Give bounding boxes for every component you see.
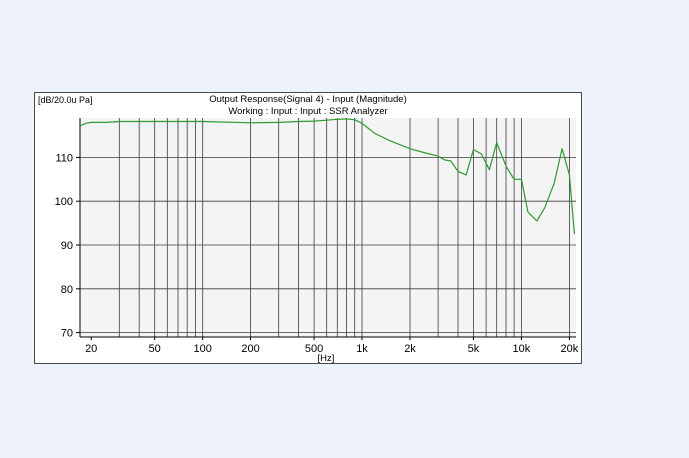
chart-title: Output Response(Signal 4) - Input (Magni…	[209, 94, 407, 105]
x-tick-label: 200	[241, 343, 259, 355]
x-tick-label: 2k	[404, 343, 416, 355]
x-tick-label: 1k	[356, 343, 368, 355]
series-line	[79, 118, 575, 235]
y-tick-label: 110	[55, 152, 73, 164]
x-tick-label: 500	[305, 343, 323, 355]
y-tick-label: 90	[61, 240, 73, 252]
y-tick-label: 70	[61, 328, 73, 340]
chart-panel: [dB/20.0u Pa] Output Response(Signal 4) …	[34, 92, 582, 364]
x-tick-label: 50	[149, 343, 161, 355]
x-tick-label: 100	[194, 343, 212, 355]
y-tick-label: 80	[61, 284, 73, 296]
plot-area: 70 80 90 100 110 20 50 100 200 500 1k 2k 5k 10k 20k [Hz…	[55, 118, 579, 364]
y-unit-label: [dB/20.0u Pa]	[38, 95, 93, 105]
chart-subtitle: Working : Input : Input : SSR Analyzer	[228, 106, 388, 117]
x-tick-label: 10k	[513, 343, 531, 355]
x-tick-label: 5k	[468, 343, 480, 355]
x-axis-label: [Hz]	[318, 353, 335, 364]
y-tick-label: 100	[55, 196, 73, 208]
x-tick-label: 20	[85, 343, 97, 355]
x-tick-label: 20k	[561, 343, 579, 355]
